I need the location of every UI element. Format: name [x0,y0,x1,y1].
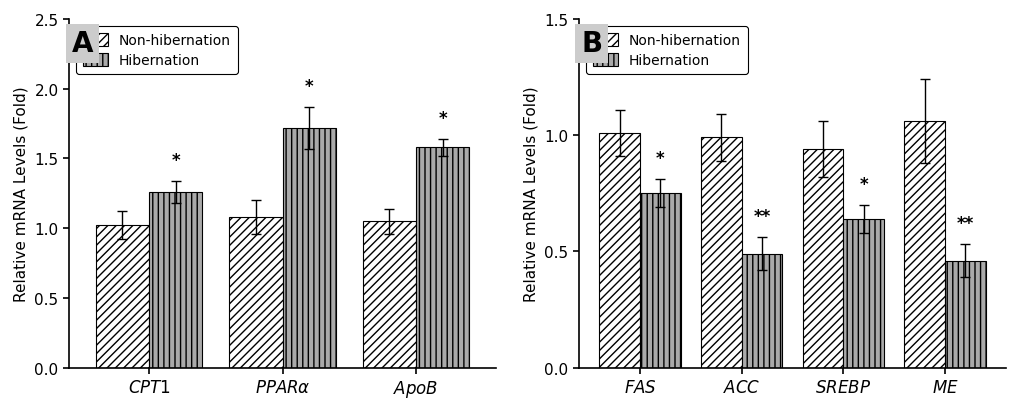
Text: **: ** [753,208,770,226]
Legend: Non-hibernation, Hibernation: Non-hibernation, Hibernation [75,27,237,75]
Bar [945,261,984,368]
Text: *: * [438,109,446,127]
Bar [363,222,416,368]
Text: *: * [655,150,664,168]
Text: B: B [581,30,601,58]
Bar [700,138,741,368]
Text: **: ** [956,215,973,233]
Bar [229,218,282,368]
Text: *: * [171,151,180,169]
Text: *: * [859,175,867,193]
Legend: Non-hibernation, Hibernation: Non-hibernation, Hibernation [585,27,747,75]
Bar [741,254,782,368]
Bar [96,226,149,368]
Bar [282,128,335,368]
Bar [802,150,843,368]
Y-axis label: Relative mRNA Levels (Fold): Relative mRNA Levels (Fold) [524,86,538,301]
Y-axis label: Relative mRNA Levels (Fold): Relative mRNA Levels (Fold) [14,86,29,301]
Bar [639,194,680,368]
Bar [149,192,202,368]
Bar [599,133,639,368]
Bar [904,122,945,368]
Text: *: * [305,77,313,95]
Text: A: A [71,30,93,58]
Bar [843,219,883,368]
Bar [416,148,469,368]
